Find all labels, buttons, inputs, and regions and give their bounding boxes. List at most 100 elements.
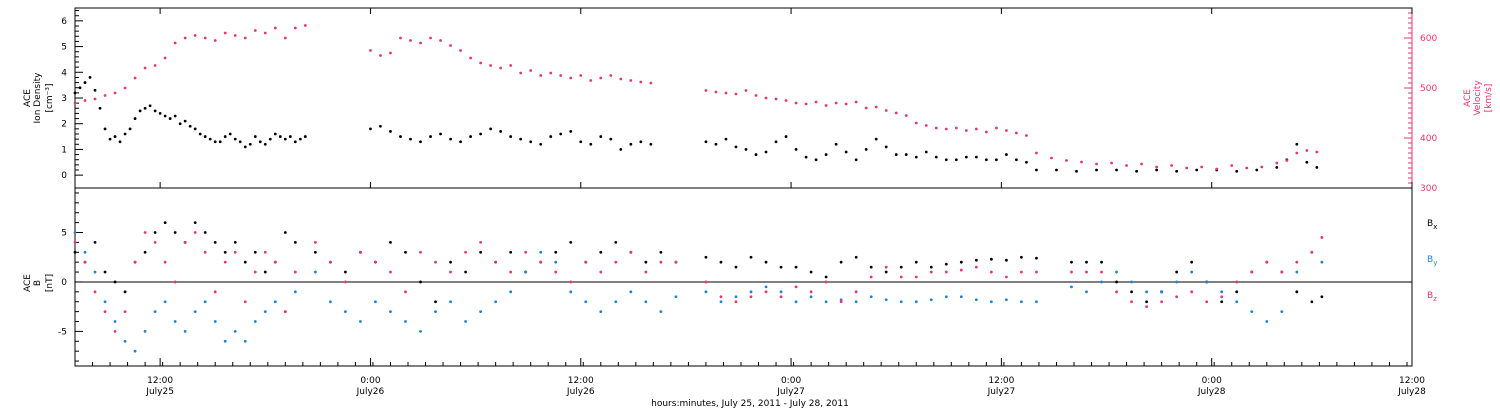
x-tick-label-day: July28 bbox=[1197, 387, 1226, 397]
top-right-point bbox=[904, 114, 908, 117]
top-right-point bbox=[193, 34, 197, 37]
top-right-point bbox=[529, 69, 533, 72]
bottom-by-point bbox=[1145, 290, 1149, 294]
top-right-point bbox=[399, 36, 402, 40]
bottom-by-point bbox=[1175, 280, 1179, 284]
bottom-bz-point bbox=[1004, 275, 1008, 279]
top-right-point bbox=[1080, 160, 1083, 164]
bottom-by-point bbox=[569, 290, 573, 294]
top-left-point bbox=[273, 132, 277, 136]
top-left-point bbox=[258, 140, 262, 144]
top-right-point bbox=[1035, 151, 1038, 155]
bottom-bz-point bbox=[824, 280, 828, 284]
bottom-by-point bbox=[434, 310, 437, 314]
bottom-bx-point bbox=[1035, 256, 1038, 260]
bottom-bz-point bbox=[1220, 295, 1224, 299]
bottom-bx-point bbox=[614, 240, 618, 244]
bottom-by-point bbox=[233, 329, 237, 333]
top-left-point bbox=[73, 91, 77, 95]
top-right-point bbox=[649, 81, 653, 85]
bottom-bx-point bbox=[1295, 290, 1299, 294]
top-left-point bbox=[223, 135, 227, 138]
top-left-point bbox=[1175, 169, 1179, 173]
top-left-point bbox=[984, 158, 988, 162]
top-left-point bbox=[539, 142, 543, 146]
top-left-point bbox=[253, 135, 257, 138]
bottom-by-point bbox=[374, 300, 377, 304]
top-right-point bbox=[263, 31, 267, 35]
top-right-point bbox=[639, 80, 643, 84]
bottom-bz-point bbox=[123, 310, 127, 314]
bottom-by-point bbox=[419, 329, 422, 333]
bottom-by-point bbox=[163, 300, 167, 304]
bottom-by-point bbox=[809, 295, 813, 299]
bottom-bz-point bbox=[974, 265, 978, 269]
top-left-point bbox=[1255, 168, 1259, 172]
top-right-point bbox=[974, 127, 978, 131]
bottom-bz-point bbox=[1130, 300, 1133, 304]
top-right-point bbox=[1025, 134, 1028, 137]
top-right-tick-label: 600 bbox=[1420, 34, 1437, 44]
bottom-bx-point bbox=[884, 270, 888, 274]
top-left-point bbox=[884, 145, 888, 149]
top-left-point bbox=[1295, 142, 1299, 146]
top-right-point bbox=[1215, 167, 1219, 171]
top-right-point bbox=[1125, 164, 1128, 167]
top-left-point bbox=[1025, 160, 1028, 164]
bottom-bz-point bbox=[113, 329, 117, 333]
bottom-by-point bbox=[1235, 300, 1239, 304]
top-right-point bbox=[369, 49, 372, 52]
bottom-bx-point bbox=[153, 231, 157, 234]
bottom-by-point bbox=[404, 320, 407, 323]
top-left-tick-label: 6 bbox=[61, 17, 67, 27]
top-left-point bbox=[744, 148, 748, 151]
bottom-left-tick-label: 0 bbox=[61, 278, 67, 288]
x-axis: 12:00July250:00July2612:00July260:00July… bbox=[92, 8, 1426, 397]
bottom-by-point bbox=[749, 290, 753, 294]
bottom-by-point bbox=[389, 310, 392, 314]
top-right-point bbox=[203, 36, 207, 40]
top-right-point bbox=[83, 99, 87, 102]
bottom-by-point bbox=[959, 295, 963, 299]
bottom-bz-point bbox=[839, 300, 843, 304]
top-left-point bbox=[559, 132, 563, 136]
top-right-point bbox=[1295, 151, 1299, 155]
bottom-bz-point bbox=[1160, 300, 1164, 304]
top-left-tick-label: 3 bbox=[61, 94, 67, 104]
top-left-point bbox=[243, 145, 247, 149]
top-right-point bbox=[93, 97, 97, 101]
bottom-bz-point bbox=[764, 290, 768, 294]
top-left-point bbox=[844, 150, 848, 154]
bottom-panel: -505 12:00July250:00July2612:00July260:0… bbox=[23, 8, 1437, 409]
bottom-bz-point bbox=[203, 250, 207, 254]
top-right-point bbox=[1095, 162, 1098, 166]
top-left-point bbox=[569, 130, 573, 133]
bottom-by-point bbox=[614, 300, 618, 304]
bottom-by-point bbox=[884, 298, 888, 302]
bottom-bx-point bbox=[974, 258, 978, 262]
bottom-bx-point bbox=[1320, 295, 1324, 299]
bottom-by-point bbox=[524, 270, 528, 274]
top-right-point bbox=[489, 64, 493, 67]
bottom-by-point bbox=[243, 339, 247, 343]
top-left-point bbox=[1015, 158, 1018, 162]
x-tick-label-time: 0:00 bbox=[781, 376, 801, 386]
top-left-point bbox=[113, 135, 117, 138]
bottom-bz-point bbox=[494, 260, 498, 264]
top-ylabel-right-line1: ACE bbox=[1463, 89, 1473, 107]
bottom-bz-point bbox=[524, 250, 528, 254]
top-left-point bbox=[1055, 168, 1058, 172]
top-right-point bbox=[173, 41, 177, 45]
top-right-point bbox=[1315, 150, 1319, 154]
bottom-left-tick-label: 5 bbox=[61, 229, 67, 239]
top-left-point bbox=[774, 140, 778, 144]
bottom-bz-point bbox=[869, 275, 873, 279]
bottom-bz-point bbox=[1310, 250, 1314, 254]
top-right-point bbox=[389, 51, 392, 55]
top-right-point bbox=[113, 91, 117, 95]
top-right-point bbox=[123, 86, 127, 90]
top-left-point bbox=[764, 150, 768, 154]
top-right-point bbox=[1230, 164, 1234, 167]
bottom-bx-point bbox=[1310, 300, 1314, 304]
